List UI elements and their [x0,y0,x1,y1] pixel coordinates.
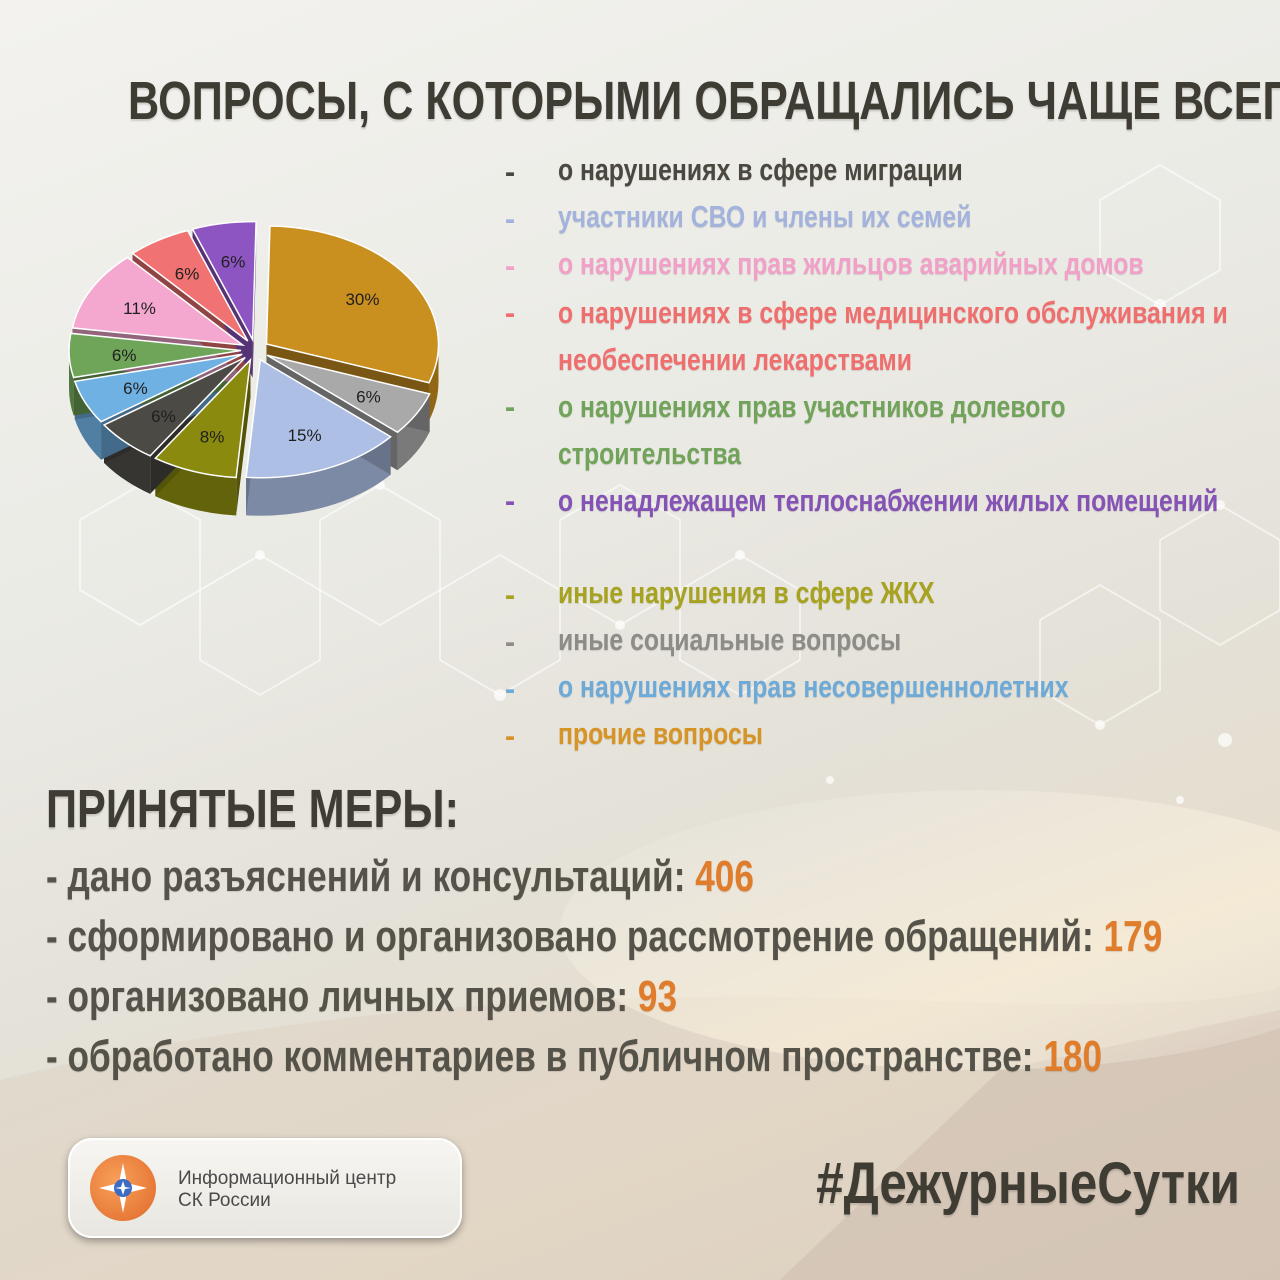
pie-slice-label: 6% [123,379,148,398]
legend-item: - прочие вопросы [490,712,1270,759]
pie-slice-label: 30% [345,290,379,309]
legend-label: о нарушениях прав участников долевого ст… [558,389,1066,471]
legend-dash: - [504,483,516,518]
measure-item: - организовано личных приемов: 93 [46,972,1162,1032]
pie-slice [73,353,243,423]
legend-dash: - [504,248,516,283]
legend-label: о нарушениях прав жильцов аварийных домо… [558,246,1144,281]
pie-slice-label: 6% [112,346,137,365]
measure-label: - обработано комментариев в публичном пр… [46,1032,1044,1081]
legend-label: о нарушениях прав несовершеннолетних [558,669,1069,704]
legend-dash: - [504,671,516,706]
hashtag: #ДежурныеСутки [816,1151,1240,1216]
pie-slice [265,225,440,384]
measure-value: 179 [1103,912,1163,961]
measure-value: 180 [1043,1032,1103,1081]
legend-label: иные социальные вопросы [558,622,902,657]
measures-list: - дано разъяснений и консультаций: 406- … [46,852,1280,1092]
legend-label: иные нарушения в сфере ЖКХ [558,575,935,610]
measure-item: - сформировано и организовано рассмотрен… [46,912,1162,972]
logo-badge: Информационный центр СК России [68,1138,462,1238]
legend-label: о нарушениях в сфере медицинского обслуж… [558,295,1228,377]
pie-slice [154,357,252,479]
legend-dash: - [504,389,516,424]
pie-slice-side [428,343,439,421]
measure-item: - обработано комментариев в публичном пр… [46,1032,1162,1092]
page-title: ВОПРОСЫ, С КОТОРЫМИ ОБРАЩАЛИСЬ ЧАЩЕ ВСЕГ… [128,71,1280,131]
pie-slice-label: 15% [288,426,322,445]
measure-value: 406 [695,852,754,901]
legend-dash: - [504,295,516,330]
legend-item: - о нарушениях прав участников долевого с… [490,383,1270,477]
legend-label: о ненадлежащем теплоснабжении жилых поме… [558,483,1219,518]
legend-item: - о нарушениях в сфере миграции [490,148,1270,195]
measure-label: - организовано личных приемов: [46,972,638,1021]
legend-dash: - [504,154,516,189]
pie-slice-label: 11% [123,299,156,318]
legend-dash: - [504,577,516,612]
pie-slice-label: 6% [221,253,246,272]
pie-slice [191,220,257,343]
legend-label: участники СВО и члены их семей [558,199,972,234]
legend-item: - иные социальные вопросы [490,618,1270,665]
pie-slice-side [246,436,391,516]
pie-slice-label: 8% [200,428,225,447]
legend-dash: - [504,624,516,659]
legend-item: - о ненадлежащем теплоснабжении жилых пом… [490,477,1270,571]
measure-item: - дано разъяснений и консультаций: 406 [46,852,1162,912]
legend-dash: - [504,201,516,236]
pie-slice [68,332,242,379]
legend-dash: - [504,718,516,753]
pie-slice-label: 6% [175,264,200,283]
legend: - о нарушениях в сфере миграции - участники… [490,148,1270,759]
emblem-icon [90,1155,156,1221]
pie-slice-label: 6% [356,387,381,406]
pie-slice [131,229,249,342]
pie-chart: 30%6%15%8%6%6%6%11%6%6% [68,220,440,516]
pie-slice-label: 6% [151,407,176,426]
measure-label: - дано разъяснений и консультаций: [46,852,696,901]
pie-slice [245,358,392,479]
legend-item: - иные нарушения в сфере ЖКХ [490,571,1270,618]
measures-title: ПРИНЯТЫЕ МЕРЫ: [46,779,459,839]
legend-label: прочие вопросы [558,716,763,751]
measure-value: 93 [637,972,678,1021]
legend-item: - участники СВО и члены их семей [490,195,1270,242]
measure-label: - сформировано и организовано рассмотрен… [46,912,1104,961]
legend-item: - о нарушениях в сфере медицинского обслу… [490,289,1270,383]
pie-slice [71,256,246,347]
logo-line2: СК России [178,1190,271,1211]
pie-slice [102,356,246,457]
legend-label: о нарушениях в сфере миграции [558,152,963,187]
pie-slice [266,354,431,434]
legend-item: - о нарушениях прав жильцов аварийных дом… [490,242,1270,289]
logo-line1: Информационный центр [178,1168,397,1189]
legend-item: - о нарушениях прав несовершеннолетних [490,665,1270,712]
